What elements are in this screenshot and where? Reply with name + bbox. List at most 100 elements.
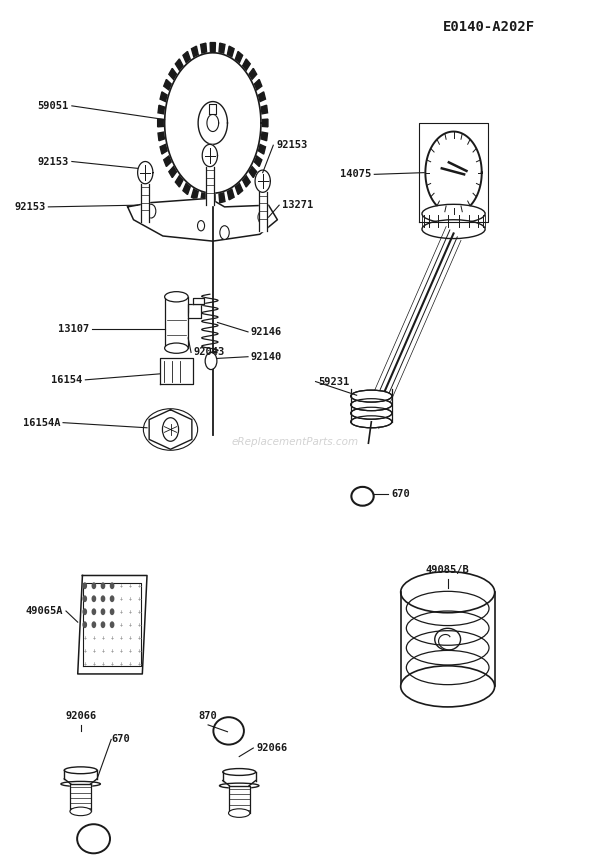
Ellipse shape: [219, 783, 259, 789]
Text: 92153: 92153: [38, 156, 69, 167]
Polygon shape: [261, 119, 268, 127]
Circle shape: [258, 210, 267, 224]
Polygon shape: [201, 43, 206, 54]
Polygon shape: [401, 592, 494, 686]
Text: 59231: 59231: [319, 376, 350, 387]
Text: E0140-A202F: E0140-A202F: [442, 21, 535, 34]
Polygon shape: [257, 92, 266, 102]
Ellipse shape: [223, 769, 255, 776]
Ellipse shape: [401, 666, 494, 707]
Polygon shape: [210, 43, 215, 53]
Polygon shape: [248, 69, 257, 81]
Polygon shape: [191, 188, 198, 200]
Ellipse shape: [351, 416, 392, 428]
Polygon shape: [78, 576, 147, 674]
Text: 92153: 92153: [276, 140, 307, 150]
Polygon shape: [158, 105, 166, 114]
Text: 13107: 13107: [58, 325, 90, 334]
Ellipse shape: [77, 825, 110, 853]
Polygon shape: [242, 59, 250, 71]
Ellipse shape: [422, 204, 485, 223]
Circle shape: [83, 621, 87, 628]
Polygon shape: [183, 182, 191, 194]
Ellipse shape: [214, 717, 244, 745]
Text: 92066: 92066: [256, 743, 287, 753]
Polygon shape: [64, 771, 97, 779]
Text: 670: 670: [112, 734, 130, 745]
Polygon shape: [160, 358, 192, 384]
Polygon shape: [169, 69, 178, 81]
Polygon shape: [260, 105, 267, 114]
Text: 92066: 92066: [65, 710, 96, 721]
Text: 92043: 92043: [194, 347, 225, 357]
Polygon shape: [165, 52, 261, 193]
Circle shape: [91, 595, 96, 602]
Ellipse shape: [228, 809, 250, 818]
Polygon shape: [137, 161, 153, 184]
Polygon shape: [257, 143, 266, 154]
Circle shape: [110, 608, 114, 615]
Circle shape: [146, 204, 156, 218]
Polygon shape: [183, 52, 191, 64]
Circle shape: [91, 608, 96, 615]
Polygon shape: [194, 298, 204, 303]
Ellipse shape: [64, 767, 97, 774]
Polygon shape: [227, 188, 234, 200]
Ellipse shape: [61, 782, 100, 787]
Circle shape: [101, 621, 106, 628]
Text: 92153: 92153: [14, 202, 45, 212]
Text: 13271: 13271: [282, 200, 313, 210]
Polygon shape: [158, 131, 166, 141]
Polygon shape: [175, 174, 183, 187]
Polygon shape: [169, 166, 178, 178]
Polygon shape: [206, 167, 214, 205]
Polygon shape: [163, 79, 172, 91]
Polygon shape: [258, 192, 267, 231]
Circle shape: [91, 582, 96, 589]
Polygon shape: [201, 192, 206, 203]
Polygon shape: [188, 303, 201, 318]
Text: 670: 670: [391, 489, 410, 499]
Polygon shape: [223, 772, 255, 781]
Polygon shape: [70, 784, 91, 812]
Polygon shape: [260, 131, 267, 141]
Polygon shape: [160, 92, 168, 102]
Polygon shape: [235, 52, 242, 64]
Ellipse shape: [401, 571, 494, 612]
Polygon shape: [351, 389, 392, 422]
Polygon shape: [425, 131, 482, 214]
Circle shape: [198, 221, 205, 231]
Polygon shape: [242, 174, 250, 187]
Circle shape: [162, 417, 179, 442]
Ellipse shape: [351, 407, 392, 419]
Text: 16154A: 16154A: [22, 417, 60, 428]
Text: 92140: 92140: [251, 351, 282, 362]
Polygon shape: [255, 170, 270, 192]
Polygon shape: [175, 59, 183, 71]
Polygon shape: [209, 104, 217, 114]
Ellipse shape: [165, 343, 188, 353]
Text: 92146: 92146: [251, 327, 282, 337]
Circle shape: [83, 608, 87, 615]
Text: 59051: 59051: [38, 101, 69, 111]
Text: 870: 870: [199, 710, 218, 721]
Circle shape: [101, 595, 106, 602]
Text: 49085/B: 49085/B: [426, 565, 470, 575]
Polygon shape: [207, 114, 219, 131]
Polygon shape: [227, 46, 234, 58]
Circle shape: [101, 608, 106, 615]
Polygon shape: [248, 166, 257, 178]
Circle shape: [83, 582, 87, 589]
Polygon shape: [165, 297, 188, 348]
Circle shape: [220, 226, 230, 240]
Polygon shape: [219, 43, 225, 54]
Polygon shape: [149, 410, 192, 449]
Circle shape: [83, 595, 87, 602]
Polygon shape: [202, 144, 218, 167]
Circle shape: [110, 621, 114, 628]
Text: 16154: 16154: [51, 375, 83, 385]
Ellipse shape: [422, 220, 485, 239]
Polygon shape: [253, 79, 262, 91]
Text: 49065A: 49065A: [25, 606, 63, 616]
Polygon shape: [163, 155, 172, 167]
